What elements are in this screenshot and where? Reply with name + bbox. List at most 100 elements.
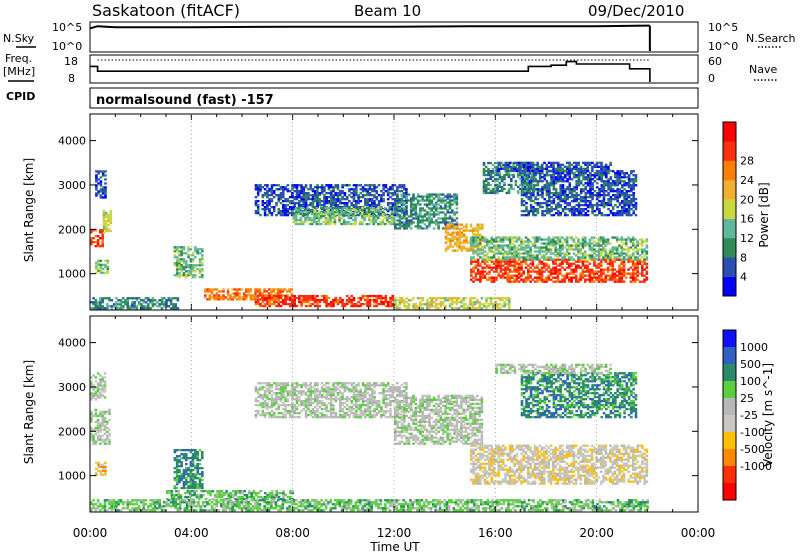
range-cell (309, 302, 312, 306)
range-cell (180, 268, 183, 271)
range-cell (482, 179, 486, 183)
range-cell (602, 192, 606, 195)
range-cell (95, 174, 98, 177)
range-cell (439, 297, 443, 300)
range-cell (313, 186, 317, 189)
range-cell (589, 182, 592, 185)
range-cell (487, 181, 490, 185)
range-cell (359, 304, 363, 308)
range-cell (101, 245, 104, 248)
range-cell (352, 194, 356, 197)
range-cell (458, 243, 461, 246)
range-cell (254, 186, 258, 189)
range-cell (217, 296, 221, 299)
range-cell (421, 297, 424, 300)
range-cell (284, 302, 287, 306)
range-cell (359, 206, 363, 209)
range-cell (643, 262, 646, 265)
range-cell (194, 256, 197, 259)
range-cell (609, 190, 613, 193)
range-cell (556, 165, 560, 168)
range-cell (517, 256, 521, 259)
range-cell (263, 212, 267, 215)
range-cell (133, 297, 136, 300)
range-cell (198, 258, 202, 261)
range-cell (616, 210, 619, 213)
range-cell (304, 186, 308, 189)
range-cell (220, 290, 223, 293)
range-cell (534, 198, 537, 201)
range-cell (274, 292, 278, 295)
range-cell (589, 174, 592, 177)
range-cell (489, 189, 493, 193)
range-cell (483, 274, 487, 277)
range-cell (345, 202, 349, 205)
range-cell (552, 276, 555, 279)
range-cell (604, 242, 608, 245)
range-cell (476, 272, 480, 275)
range-cell (412, 217, 415, 220)
range-cell (490, 248, 494, 251)
range-cell (187, 270, 190, 273)
range-cell (272, 290, 275, 293)
range-cell (115, 303, 118, 306)
range-cell (414, 215, 418, 218)
range-cell (600, 268, 603, 271)
range-cell (531, 268, 535, 271)
range-cell (425, 205, 429, 208)
range-cell (275, 304, 278, 308)
range-cell (126, 303, 130, 306)
range-cell (494, 177, 497, 181)
range-cell (208, 288, 212, 291)
range-cell (304, 208, 307, 212)
range-cell (531, 163, 535, 166)
range-cell (577, 178, 581, 181)
range-cell (185, 264, 188, 267)
range-cell (627, 268, 630, 271)
range-cell (627, 214, 631, 217)
range-cell (281, 290, 285, 293)
range-cell (206, 290, 209, 293)
range-cell (277, 304, 281, 308)
range-cell (382, 186, 385, 189)
range-cell (297, 222, 300, 226)
range-cell (414, 213, 418, 216)
range-cell (604, 256, 608, 259)
range-cell (511, 246, 514, 249)
range-cell (552, 174, 556, 177)
range-cell (540, 262, 544, 265)
range-cell (600, 174, 604, 177)
range-cell (470, 262, 473, 265)
range-cell (194, 264, 197, 267)
range-cell (99, 188, 103, 191)
range-cell (448, 193, 452, 196)
range-cell (99, 170, 103, 173)
range-cell (432, 213, 436, 216)
range-cell (396, 200, 399, 203)
range-cell (611, 182, 615, 185)
range-cell (175, 248, 179, 251)
range-cell (520, 210, 524, 213)
range-cell (568, 196, 572, 199)
range-cell (322, 214, 325, 218)
range-cell (439, 205, 443, 208)
range-cell (400, 223, 404, 226)
range-cell (449, 245, 452, 248)
range-cell (614, 194, 617, 197)
range-cell (301, 222, 305, 226)
range-cell (391, 194, 395, 197)
range-cell (293, 190, 296, 193)
range-cell (151, 299, 155, 302)
range-cell (545, 246, 548, 249)
range-cell (403, 221, 406, 224)
range-cell (311, 194, 315, 197)
range-cell (522, 165, 526, 168)
range-cell (471, 307, 475, 310)
range-cell (158, 303, 161, 306)
range-cell (588, 278, 592, 281)
range-cell (451, 301, 454, 304)
range-cell (288, 190, 292, 193)
range-cell (586, 176, 590, 179)
range-cell (552, 176, 556, 179)
range-cell (425, 217, 429, 220)
